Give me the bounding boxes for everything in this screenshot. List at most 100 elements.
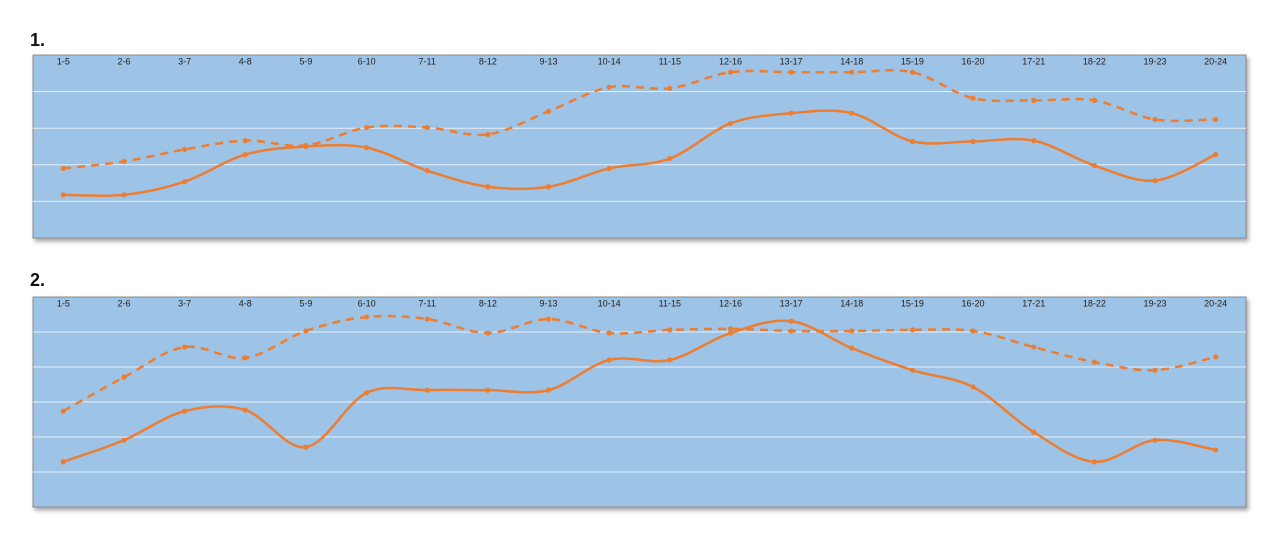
data-point (60, 192, 66, 198)
data-point (667, 357, 673, 363)
x-tick-label: 13-17 (780, 298, 803, 308)
x-tick-label: 9-13 (540, 298, 558, 308)
data-point (121, 158, 127, 165)
data-point (1091, 459, 1097, 465)
data-point (182, 146, 188, 153)
x-tick-label: 18-22 (1083, 298, 1106, 308)
data-point (60, 165, 66, 172)
x-tick-label: 6-10 (358, 298, 376, 308)
data-point (303, 142, 309, 149)
data-point (1213, 447, 1219, 453)
data-point (424, 168, 430, 174)
x-tick-label: 2-6 (117, 56, 130, 66)
data-point (1213, 354, 1219, 360)
x-tick-label: 18-22 (1083, 56, 1106, 66)
data-point (485, 330, 491, 336)
x-tick-label: 20-24 (1204, 298, 1227, 308)
data-point (1152, 116, 1158, 123)
data-point (849, 328, 855, 334)
x-tick-label: 3-7 (178, 298, 191, 308)
data-point (60, 408, 66, 414)
x-tick-label: 9-13 (540, 56, 558, 66)
data-point (788, 69, 794, 75)
data-point (1152, 367, 1158, 373)
data-point (970, 138, 976, 144)
data-point (909, 327, 916, 333)
data-point (424, 316, 430, 322)
data-point (242, 138, 248, 144)
data-point (727, 69, 734, 75)
data-point (849, 69, 855, 75)
data-point (242, 151, 248, 158)
plot-area (32, 54, 1247, 239)
data-point (363, 124, 370, 131)
x-tick-label: 17-21 (1022, 298, 1045, 308)
x-tick-label: 5-9 (299, 56, 312, 66)
data-point (1091, 97, 1097, 103)
data-point (182, 179, 188, 185)
data-point (485, 387, 491, 393)
data-point (545, 108, 552, 114)
x-tick-label: 11-15 (659, 298, 681, 308)
data-point (788, 328, 794, 334)
data-point (1031, 97, 1037, 103)
data-point (667, 327, 673, 333)
series-line (62, 319, 1216, 464)
data-point (909, 69, 916, 75)
x-tick-label: 1-5 (57, 56, 70, 66)
data-point (1031, 344, 1037, 350)
data-point (727, 330, 734, 336)
data-point (727, 326, 734, 332)
data-point (1031, 429, 1037, 435)
x-tick-label: 11-15 (659, 56, 681, 66)
x-tick-label: 8-12 (479, 56, 497, 66)
data-point (1091, 162, 1097, 169)
x-tick-label: 16-20 (962, 298, 985, 308)
x-tick-label: 12-16 (719, 298, 742, 308)
x-tick-label: 10-14 (598, 56, 621, 66)
data-point (424, 124, 430, 131)
x-tick-label: 13-17 (780, 56, 803, 66)
x-tick-label: 5-9 (299, 298, 312, 308)
x-tick-label: 10-14 (598, 298, 621, 308)
data-point (121, 374, 127, 380)
x-tick-label: 2-6 (117, 298, 130, 308)
x-tick-label: 20-24 (1204, 56, 1227, 66)
data-point (242, 407, 248, 413)
x-tick-label: 6-10 (358, 56, 376, 66)
x-tick-label: 17-21 (1022, 56, 1045, 66)
data-point (303, 328, 309, 334)
data-point (970, 384, 976, 390)
data-point (485, 184, 491, 190)
data-point (363, 390, 370, 396)
data-point (1213, 151, 1219, 158)
data-point (606, 165, 612, 172)
data-point (303, 444, 309, 450)
data-point (667, 155, 673, 162)
data-point (849, 345, 855, 351)
x-tick-label: 15-19 (901, 298, 924, 308)
data-point (60, 459, 66, 465)
data-point (849, 110, 855, 116)
x-tick-label: 3-7 (178, 56, 191, 66)
x-tick-label: 7-11 (419, 56, 436, 66)
data-point (1091, 359, 1097, 365)
data-point (788, 318, 794, 324)
x-tick-label: 19-23 (1144, 56, 1167, 66)
data-point (121, 437, 127, 443)
data-point (909, 138, 916, 144)
x-tick-label: 14-18 (840, 56, 863, 66)
data-point (727, 120, 734, 127)
data-point (363, 144, 370, 151)
data-point (970, 95, 976, 101)
data-point (606, 330, 612, 336)
data-point (545, 184, 552, 190)
data-point (182, 408, 188, 414)
x-tick-label: 7-11 (419, 298, 436, 308)
data-point (242, 355, 248, 361)
data-point (788, 110, 794, 116)
data-point (606, 84, 612, 90)
x-tick-label: 1-5 (57, 298, 70, 308)
data-point (1152, 437, 1158, 443)
